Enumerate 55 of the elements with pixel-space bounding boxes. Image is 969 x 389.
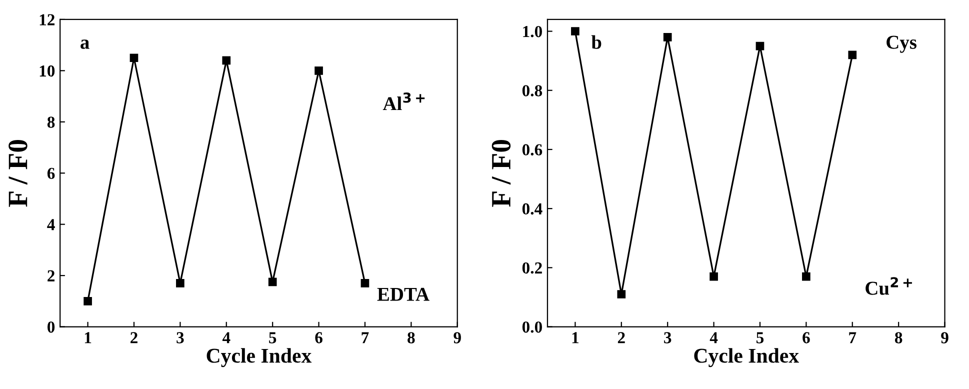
x-tick-label: 7 bbox=[849, 332, 856, 344]
point bbox=[710, 272, 718, 281]
x-tick-label: 2 bbox=[130, 332, 138, 344]
x-tick-label: 9 bbox=[941, 332, 948, 344]
y-tick-label: 10 bbox=[40, 65, 55, 77]
x-tick-label: 1 bbox=[84, 332, 92, 344]
point bbox=[360, 279, 370, 288]
x-tick-label: 9 bbox=[454, 332, 461, 344]
y-tick-label: 0.2 bbox=[522, 262, 542, 274]
annotation: Cu$^{2+}$ bbox=[866, 277, 912, 295]
point bbox=[84, 296, 92, 306]
x-tick-label: 2 bbox=[618, 332, 625, 344]
x-tick-label: 6 bbox=[802, 332, 810, 344]
annotation: b bbox=[591, 35, 602, 49]
x-tick-label: 3 bbox=[176, 332, 184, 344]
y-tick-label: 2 bbox=[48, 270, 54, 282]
y-tick-label: 12 bbox=[40, 14, 54, 26]
annotation: Al$^{3+}$ bbox=[382, 92, 425, 110]
x-tick-label: 8 bbox=[408, 332, 415, 344]
annotation: EDTA bbox=[377, 288, 430, 301]
y-tick-label: 1.0 bbox=[523, 26, 542, 38]
point bbox=[130, 54, 138, 62]
point bbox=[268, 278, 277, 286]
y-tick-label: 8 bbox=[47, 116, 55, 128]
y-axis-title: F / F0 bbox=[492, 140, 511, 207]
point bbox=[617, 290, 626, 298]
y-tick-label: 6 bbox=[47, 168, 55, 180]
y-tick-label: 0.4 bbox=[522, 203, 542, 215]
annotation: a bbox=[80, 40, 90, 49]
x-tick-label: 6 bbox=[315, 332, 322, 344]
x-tick-label: 4 bbox=[710, 332, 718, 344]
point bbox=[571, 27, 580, 36]
y-tick-label: 0.8 bbox=[522, 85, 542, 96]
point bbox=[663, 33, 672, 42]
x-tick-label: 5 bbox=[269, 332, 276, 344]
point bbox=[848, 50, 857, 60]
x-tick-label: 7 bbox=[362, 332, 369, 344]
point bbox=[802, 272, 810, 281]
y-tick-label: 0.6 bbox=[522, 144, 542, 156]
y-tick-label: 0.0 bbox=[522, 321, 542, 333]
x-tick-label: 5 bbox=[756, 332, 764, 344]
annotation: Cys bbox=[886, 36, 916, 53]
x-tick-label: 1 bbox=[572, 332, 579, 344]
x-tick-label: 8 bbox=[894, 332, 902, 344]
y-axis-title: F / F0 bbox=[8, 140, 28, 207]
point bbox=[222, 56, 231, 65]
x-axis-title: Cycle Index bbox=[694, 348, 799, 368]
point bbox=[756, 42, 764, 50]
x-tick-label: 3 bbox=[664, 332, 672, 344]
point bbox=[314, 66, 323, 75]
y-tick-label: 4 bbox=[47, 219, 55, 230]
x-axis-title: Cycle Index bbox=[206, 348, 312, 368]
point bbox=[176, 279, 184, 288]
x-tick-label: 4 bbox=[222, 332, 230, 344]
y-tick-label: 0 bbox=[48, 321, 55, 333]
